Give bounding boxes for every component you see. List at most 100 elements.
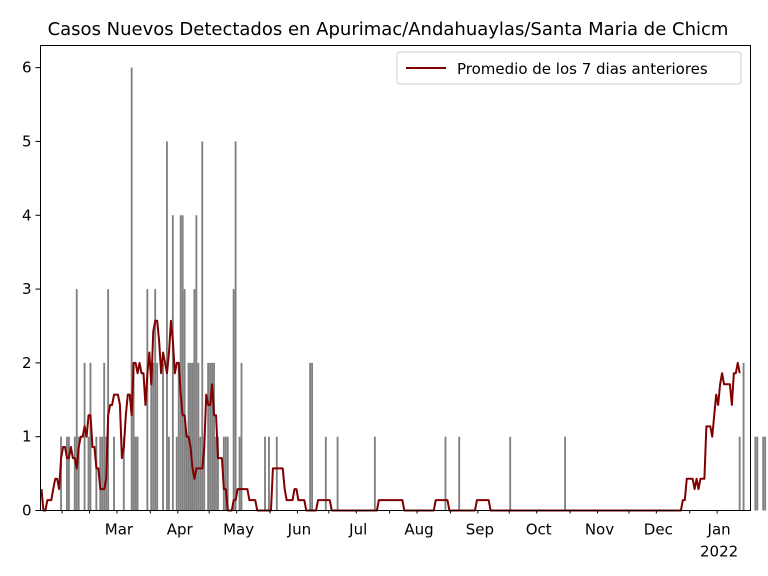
bar xyxy=(89,362,92,511)
bar xyxy=(209,362,212,511)
bar xyxy=(130,67,133,511)
bar xyxy=(150,362,153,511)
bar xyxy=(211,362,213,511)
x-tick-label: May xyxy=(223,521,254,539)
bar xyxy=(152,362,155,511)
bar xyxy=(183,289,186,511)
bar xyxy=(336,436,339,511)
bar xyxy=(373,436,376,511)
y-tick-label: 1 xyxy=(22,428,32,446)
bar xyxy=(185,436,188,511)
bar xyxy=(238,436,241,511)
bar xyxy=(103,362,106,511)
bar xyxy=(213,362,215,511)
bar xyxy=(762,436,765,511)
bar xyxy=(189,362,192,511)
bar xyxy=(309,362,312,511)
bar xyxy=(75,289,78,511)
bar xyxy=(181,215,184,511)
bar xyxy=(754,436,757,511)
bar xyxy=(99,436,102,511)
y-tick-label: 3 xyxy=(22,280,32,298)
legend-entry: Promedio de los 7 dias anteriores xyxy=(457,60,708,78)
y-tick-label: 6 xyxy=(22,59,32,77)
bar xyxy=(215,436,217,511)
bar xyxy=(240,362,243,511)
x-tick-label: Jul xyxy=(348,521,367,539)
x-tick-label: Oct xyxy=(526,521,552,539)
x-tick-label: Jun xyxy=(287,521,311,539)
bar xyxy=(234,141,237,511)
legend: Promedio de los 7 dias anteriores xyxy=(396,51,742,85)
x-tick-label: Nov xyxy=(585,521,614,539)
bar xyxy=(167,436,170,511)
bar xyxy=(199,436,202,511)
bar xyxy=(444,436,447,511)
bar xyxy=(113,436,115,511)
bar xyxy=(179,215,182,511)
bar xyxy=(154,289,157,511)
bar xyxy=(509,436,512,511)
bar xyxy=(201,141,204,511)
x-tick-label: Aug xyxy=(404,521,433,539)
bar xyxy=(136,436,139,511)
bar xyxy=(191,362,194,511)
y-axis: 0 1 2 3 4 5 6 xyxy=(22,59,41,520)
bar xyxy=(156,362,159,511)
bar xyxy=(275,436,278,511)
chart-title: Casos Nuevos Detectados en Apurimac/Anda… xyxy=(48,19,729,40)
x-tick-sublabel: 2022 xyxy=(700,543,738,561)
bar xyxy=(264,436,266,511)
y-tick-label: 5 xyxy=(22,132,32,150)
bar xyxy=(171,215,174,511)
bar xyxy=(458,436,461,511)
bar xyxy=(197,362,200,511)
bar xyxy=(232,289,235,511)
x-tick-label: Mar xyxy=(105,521,134,539)
bar xyxy=(177,362,180,511)
x-tick-label: Jan xyxy=(707,521,731,539)
bar xyxy=(203,436,206,511)
bar xyxy=(95,436,98,511)
bar xyxy=(83,362,86,511)
bar xyxy=(77,436,80,511)
x-tick-label: Dec xyxy=(644,521,673,539)
bar xyxy=(107,289,110,511)
bar xyxy=(764,436,767,511)
bar xyxy=(268,436,270,511)
bar xyxy=(67,436,70,511)
bar xyxy=(175,436,178,511)
bar xyxy=(66,436,68,511)
x-tick-label: Apr xyxy=(167,521,194,539)
plot-frame xyxy=(40,45,751,511)
bar xyxy=(217,436,219,511)
bar xyxy=(162,362,164,511)
legend-box xyxy=(396,51,742,85)
bar xyxy=(224,436,227,511)
bars-layer xyxy=(60,67,767,511)
y-tick-label: 2 xyxy=(22,354,32,372)
bar xyxy=(132,362,135,511)
avg-line xyxy=(40,319,741,512)
bar xyxy=(738,436,741,511)
bar xyxy=(134,436,137,511)
bar xyxy=(324,436,327,511)
bar xyxy=(166,141,168,511)
bar xyxy=(226,436,229,511)
bar xyxy=(564,436,567,511)
x-axis: Mar Apr May Jun Jul Aug Sep Oct Nov Dec Jan 2022 xyxy=(61,510,738,561)
bar xyxy=(101,436,104,511)
bar xyxy=(73,436,76,511)
bar xyxy=(311,362,314,511)
bar xyxy=(742,362,745,511)
bar xyxy=(122,436,125,511)
bar xyxy=(87,436,90,511)
x-tick-label: Sep xyxy=(466,521,494,539)
bar xyxy=(756,436,759,511)
bar xyxy=(207,362,210,511)
y-tick-label: 0 xyxy=(22,502,32,520)
y-tick-label: 4 xyxy=(22,206,32,224)
bar xyxy=(146,289,149,511)
bar xyxy=(193,289,196,511)
